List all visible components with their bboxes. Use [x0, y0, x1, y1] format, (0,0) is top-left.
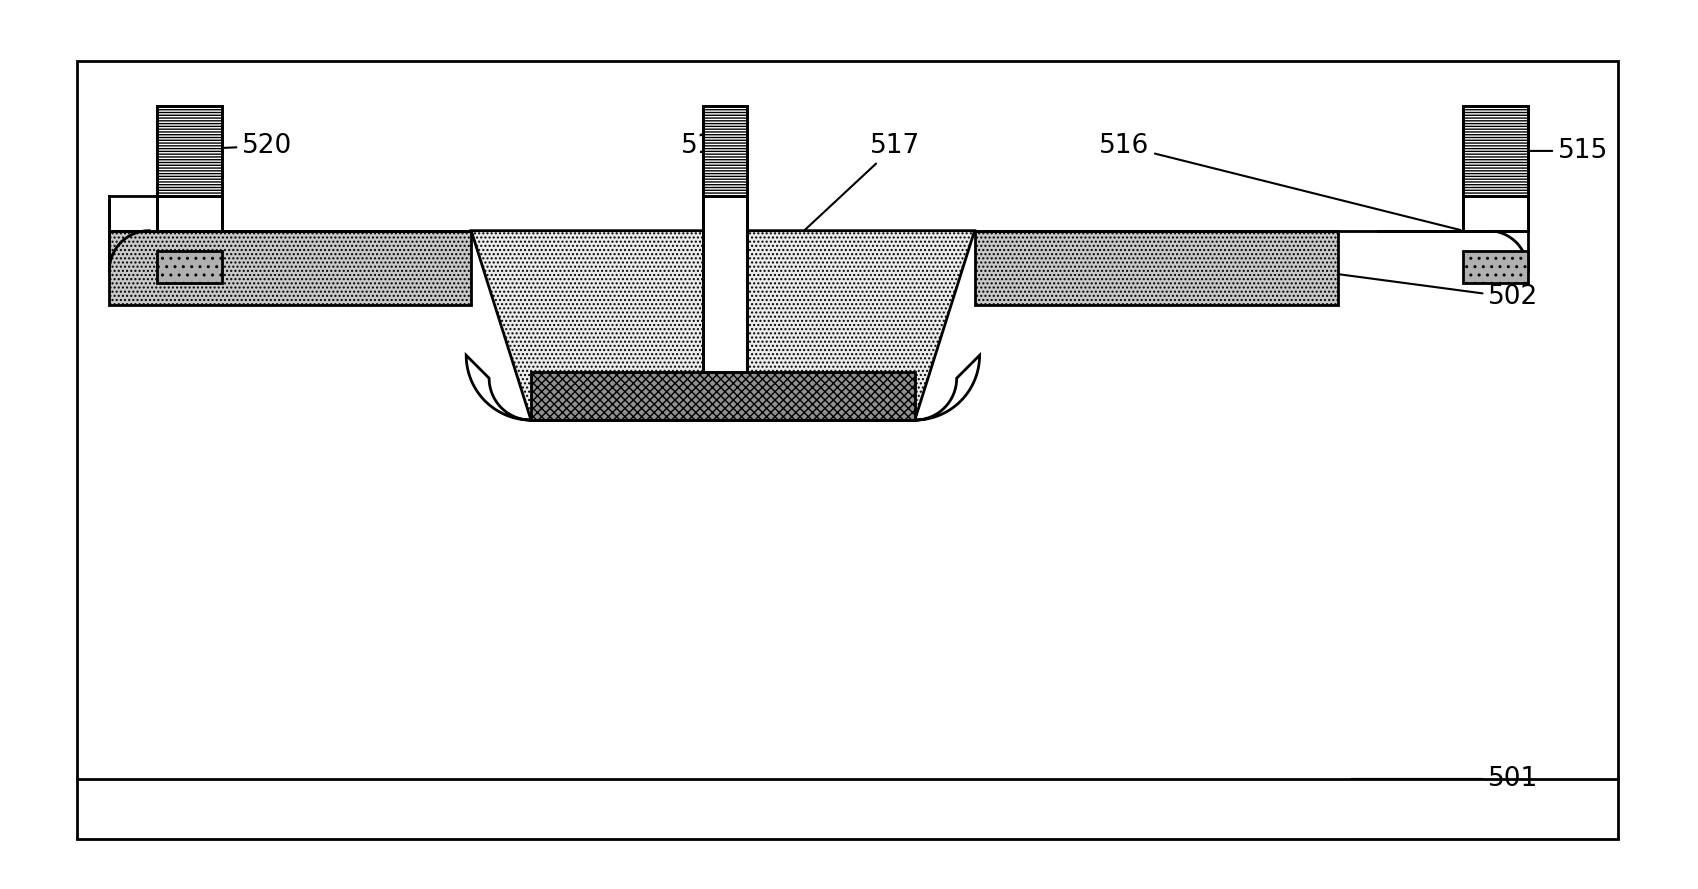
PathPatch shape: [465, 356, 531, 420]
PathPatch shape: [975, 230, 1338, 306]
PathPatch shape: [703, 106, 747, 196]
PathPatch shape: [703, 196, 747, 372]
PathPatch shape: [109, 196, 470, 230]
Text: 516: 516: [1099, 133, 1460, 230]
PathPatch shape: [1462, 106, 1527, 196]
PathPatch shape: [158, 106, 222, 196]
PathPatch shape: [531, 372, 914, 420]
PathPatch shape: [1462, 196, 1527, 230]
PathPatch shape: [914, 356, 980, 420]
PathPatch shape: [1462, 251, 1527, 283]
PathPatch shape: [158, 196, 222, 230]
Text: 518: 518: [681, 133, 730, 393]
Text: 515: 515: [1530, 138, 1606, 164]
PathPatch shape: [158, 196, 222, 230]
PathPatch shape: [109, 230, 470, 306]
PathPatch shape: [78, 61, 1616, 838]
Text: 517: 517: [749, 133, 920, 282]
Text: 520: 520: [160, 133, 292, 159]
Text: 501: 501: [1350, 766, 1537, 792]
PathPatch shape: [158, 251, 222, 283]
PathPatch shape: [470, 230, 975, 420]
Text: 502: 502: [1290, 268, 1537, 310]
